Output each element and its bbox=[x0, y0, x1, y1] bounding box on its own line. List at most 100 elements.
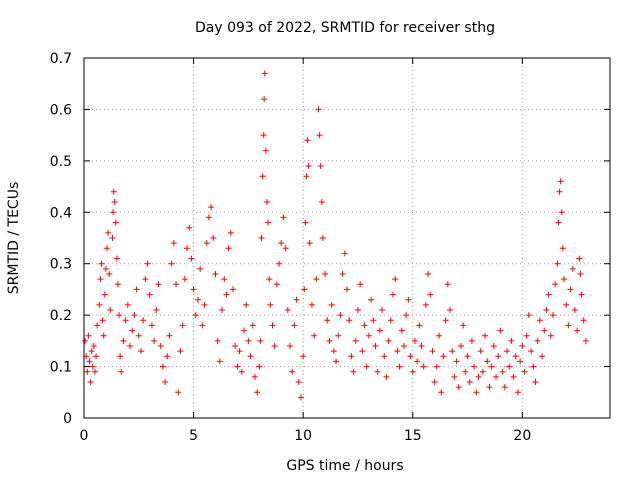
data-point bbox=[420, 363, 427, 370]
data-point bbox=[576, 255, 583, 262]
data-point bbox=[554, 260, 561, 267]
data-point bbox=[236, 348, 243, 355]
data-point bbox=[444, 281, 451, 288]
data-point bbox=[525, 312, 532, 319]
data-point bbox=[528, 348, 535, 355]
data-point bbox=[556, 188, 563, 195]
data-point bbox=[100, 332, 107, 339]
data-point bbox=[429, 348, 436, 355]
data-point bbox=[532, 379, 539, 385]
data-point bbox=[289, 368, 296, 375]
data-point bbox=[471, 363, 478, 370]
data-point bbox=[577, 271, 584, 277]
x-tick-label: 0 bbox=[80, 428, 89, 444]
data-point bbox=[259, 173, 266, 180]
x-tick-label: 15 bbox=[404, 428, 422, 444]
data-point bbox=[303, 173, 310, 180]
data-point bbox=[578, 291, 585, 298]
data-point bbox=[86, 358, 93, 365]
data-point bbox=[346, 317, 353, 324]
data-point bbox=[216, 358, 223, 365]
data-point bbox=[254, 389, 261, 396]
data-point bbox=[407, 353, 414, 360]
data-point bbox=[192, 312, 199, 319]
data-point bbox=[170, 240, 177, 247]
data-point bbox=[122, 317, 129, 324]
data-point bbox=[557, 178, 564, 185]
data-point bbox=[534, 337, 541, 344]
data-point bbox=[210, 235, 217, 241]
data-point bbox=[379, 307, 386, 313]
data-point bbox=[243, 301, 250, 308]
plot-frame bbox=[83, 57, 611, 419]
data-point bbox=[257, 337, 264, 344]
data-point bbox=[411, 337, 418, 344]
data-point bbox=[333, 358, 340, 365]
data-point bbox=[376, 327, 383, 334]
data-point bbox=[387, 317, 394, 324]
data-point bbox=[306, 240, 313, 247]
data-point bbox=[142, 276, 149, 283]
data-point bbox=[203, 240, 210, 247]
data-point bbox=[304, 137, 311, 144]
data-point bbox=[318, 199, 325, 205]
data-point bbox=[223, 291, 230, 298]
data-point bbox=[571, 307, 578, 313]
data-point bbox=[300, 353, 307, 360]
data-point bbox=[110, 188, 117, 195]
data-point bbox=[460, 322, 467, 329]
data-point bbox=[514, 389, 521, 396]
x-tick-label: 10 bbox=[294, 428, 312, 444]
data-point bbox=[482, 332, 489, 339]
data-point bbox=[337, 312, 344, 319]
data-point bbox=[264, 199, 271, 205]
data-point bbox=[276, 260, 283, 267]
data-point bbox=[151, 337, 158, 344]
data-point bbox=[194, 296, 201, 303]
data-point bbox=[267, 301, 274, 308]
data-point bbox=[519, 343, 526, 349]
data-point bbox=[111, 199, 118, 205]
data-point bbox=[99, 317, 106, 324]
data-point bbox=[199, 322, 206, 329]
data-point bbox=[287, 343, 294, 349]
data-point bbox=[400, 343, 407, 349]
data-point bbox=[339, 271, 346, 277]
data-point bbox=[280, 214, 287, 221]
data-point bbox=[370, 317, 377, 324]
data-point bbox=[110, 209, 117, 216]
data-point bbox=[374, 368, 381, 375]
data-point bbox=[201, 301, 208, 308]
data-point bbox=[455, 384, 462, 391]
data-point bbox=[260, 132, 267, 139]
data-point bbox=[390, 291, 397, 298]
data-point bbox=[186, 224, 193, 231]
data-point bbox=[414, 358, 421, 365]
data-point bbox=[90, 343, 97, 349]
data-point bbox=[451, 373, 458, 380]
y-tick-label: 0.2 bbox=[50, 308, 72, 324]
data-point bbox=[550, 312, 557, 319]
data-point bbox=[567, 286, 574, 293]
data-point bbox=[212, 271, 219, 277]
data-point bbox=[155, 281, 162, 288]
data-point bbox=[348, 353, 355, 360]
data-point bbox=[560, 276, 567, 283]
data-point bbox=[168, 260, 175, 267]
data-point bbox=[116, 312, 123, 319]
data-point bbox=[501, 384, 508, 391]
data-point bbox=[324, 317, 331, 324]
data-point bbox=[184, 245, 191, 252]
data-point bbox=[85, 332, 92, 339]
data-point bbox=[409, 368, 416, 375]
data-point bbox=[503, 348, 510, 355]
data-point bbox=[146, 291, 153, 298]
data-point bbox=[97, 276, 104, 283]
data-point bbox=[582, 337, 589, 344]
data-point bbox=[301, 286, 308, 293]
data-point bbox=[396, 363, 403, 370]
data-point bbox=[205, 214, 212, 221]
data-point bbox=[181, 276, 188, 283]
data-point bbox=[94, 322, 101, 329]
data-point bbox=[214, 337, 221, 344]
